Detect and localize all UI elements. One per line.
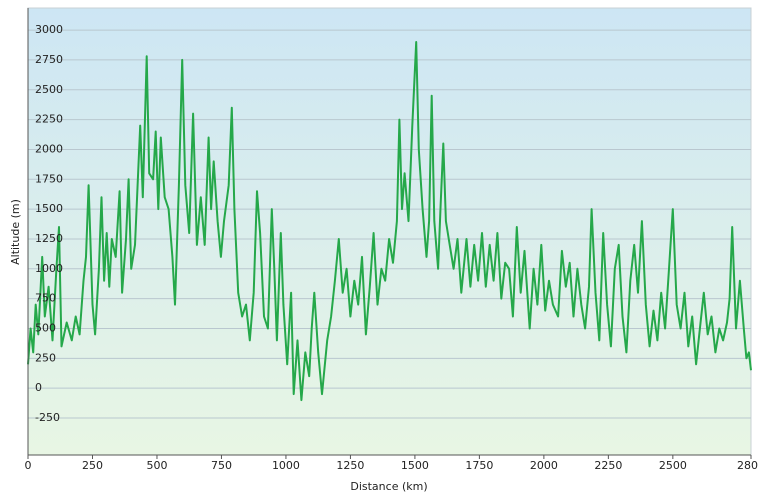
- y-tick-label: 3000: [35, 23, 63, 36]
- y-tick-label: -250: [35, 411, 60, 424]
- y-tick-label: 250: [35, 351, 56, 364]
- y-axis-title: Altitude (m): [9, 199, 22, 265]
- x-tick-label: 1750: [465, 459, 493, 472]
- x-tick-label: 0: [25, 459, 32, 472]
- x-tick-label: 2500: [659, 459, 687, 472]
- y-tick-label: 1000: [35, 262, 63, 275]
- x-tick-label: 250: [82, 459, 103, 472]
- y-tick-label: 500: [35, 321, 56, 334]
- y-tick-label: 750: [35, 292, 56, 305]
- y-tick-label: 2000: [35, 142, 63, 155]
- y-tick-label: 1750: [35, 172, 63, 185]
- y-tick-label: 2500: [35, 83, 63, 96]
- x-tick-label: 2803: [737, 459, 758, 472]
- x-tick-label: 1250: [336, 459, 364, 472]
- y-tick-label: 1500: [35, 202, 63, 215]
- elevation-line: [27, 41, 752, 402]
- x-tick-label: 1500: [401, 459, 429, 472]
- x-tick-label: 500: [146, 459, 167, 472]
- y-tick-label: 2250: [35, 113, 63, 126]
- x-tick-label: 2250: [594, 459, 622, 472]
- series: [27, 41, 752, 402]
- y-tick-label: 2750: [35, 53, 63, 66]
- y-tick-label: 0: [35, 381, 42, 394]
- labels: -250 0 250 500 750 1000 1250 1500 1750 2000 2250 25…: [25, 23, 758, 472]
- plot-area: [27, 7, 752, 456]
- x-tick-label: 1000: [272, 459, 300, 472]
- x-tick-label: 2000: [530, 459, 558, 472]
- x-axis-title: Distance (km): [350, 480, 427, 493]
- y-tick-label: 1250: [35, 232, 63, 245]
- x-tick-label: 750: [211, 459, 232, 472]
